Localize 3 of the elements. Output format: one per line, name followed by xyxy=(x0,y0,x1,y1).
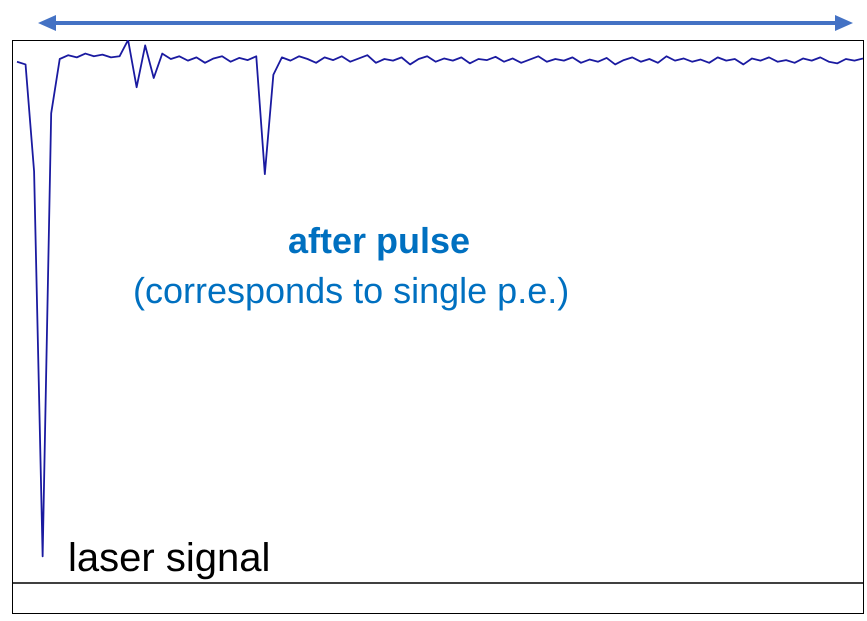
annotation: after pulse xyxy=(288,220,470,262)
annotation: (corresponds to single p.e.) xyxy=(133,270,570,312)
annotation: laser signal xyxy=(68,536,270,581)
